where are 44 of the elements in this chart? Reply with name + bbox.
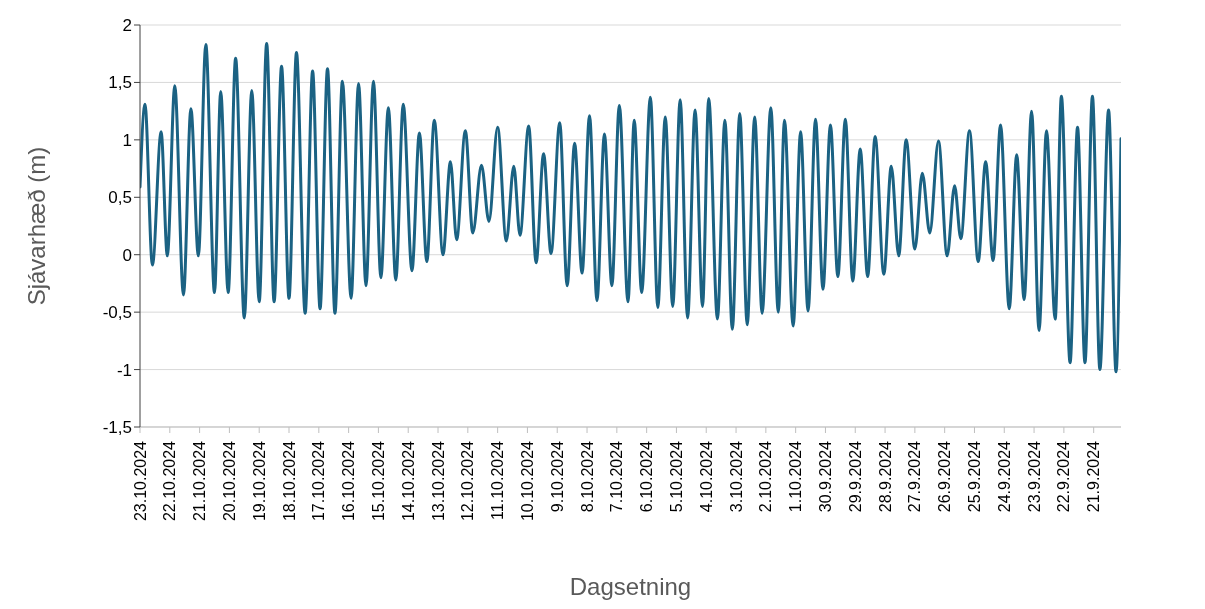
- x-tick-label: 7.10.2024: [608, 440, 626, 513]
- x-tick-label: 2.10.2024: [757, 440, 775, 513]
- x-tick-label: 4.10.2024: [697, 440, 715, 513]
- x-tick-label: 21.10.2024: [191, 440, 209, 522]
- x-tick-label: 12.10.2024: [459, 440, 477, 522]
- x-tick-label: 13.10.2024: [429, 440, 447, 522]
- x-tick-label: 28.9.2024: [876, 440, 894, 513]
- x-tick-label: 3.10.2024: [727, 440, 745, 513]
- x-tick-label: 9.10.2024: [548, 440, 566, 513]
- x-tick-label: 14.10.2024: [399, 440, 417, 522]
- x-tick-label: 29.9.2024: [846, 440, 864, 513]
- x-tick-label: 18.10.2024: [280, 440, 298, 522]
- x-tick-label: 26.9.2024: [936, 440, 954, 513]
- x-tick-label: 19.10.2024: [250, 440, 268, 522]
- y-tick-label: 0,5: [108, 188, 132, 208]
- y-tick-label: 2: [122, 16, 132, 36]
- y-tick-label: 0: [122, 245, 132, 265]
- x-tick-label: 21.9.2024: [1085, 440, 1103, 513]
- x-tick-label: 22.10.2024: [161, 440, 179, 522]
- y-tick-label: -1,5: [102, 418, 132, 438]
- x-tick-label: 8.10.2024: [578, 440, 596, 513]
- x-tick-label: 25.9.2024: [965, 440, 983, 513]
- x-tick-label: 15.10.2024: [369, 440, 387, 522]
- x-tick-label: 23.10.2024: [131, 440, 149, 522]
- x-tick-label: 17.10.2024: [310, 440, 328, 522]
- y-tick-label: 1: [122, 130, 132, 150]
- x-tick-label: 27.9.2024: [906, 440, 924, 513]
- y-tick-label: -0,5: [102, 303, 132, 323]
- x-axis-title: Dagsetning: [569, 573, 692, 600]
- x-tick-label: 6.10.2024: [638, 440, 656, 513]
- x-tick-label: 16.10.2024: [340, 440, 358, 522]
- y-tick-label: 1,5: [108, 73, 132, 93]
- x-tick-label: 5.10.2024: [667, 440, 685, 513]
- x-tick-label: 22.9.2024: [1055, 440, 1073, 513]
- y-axis-title: Sjávarhæð (m): [22, 146, 50, 306]
- x-tick-label: 20.10.2024: [220, 440, 238, 522]
- y-tick-label: -1: [116, 360, 132, 380]
- x-tick-label: 30.9.2024: [816, 440, 834, 513]
- line-series: [140, 41, 1121, 374]
- x-tick-label: 1.10.2024: [787, 440, 805, 513]
- x-tick-label: 24.9.2024: [995, 440, 1013, 513]
- x-tick-label: 10.10.2024: [518, 440, 536, 522]
- x-tick-label: 11.10.2024: [489, 440, 507, 520]
- x-tick-label: 23.9.2024: [1025, 440, 1043, 513]
